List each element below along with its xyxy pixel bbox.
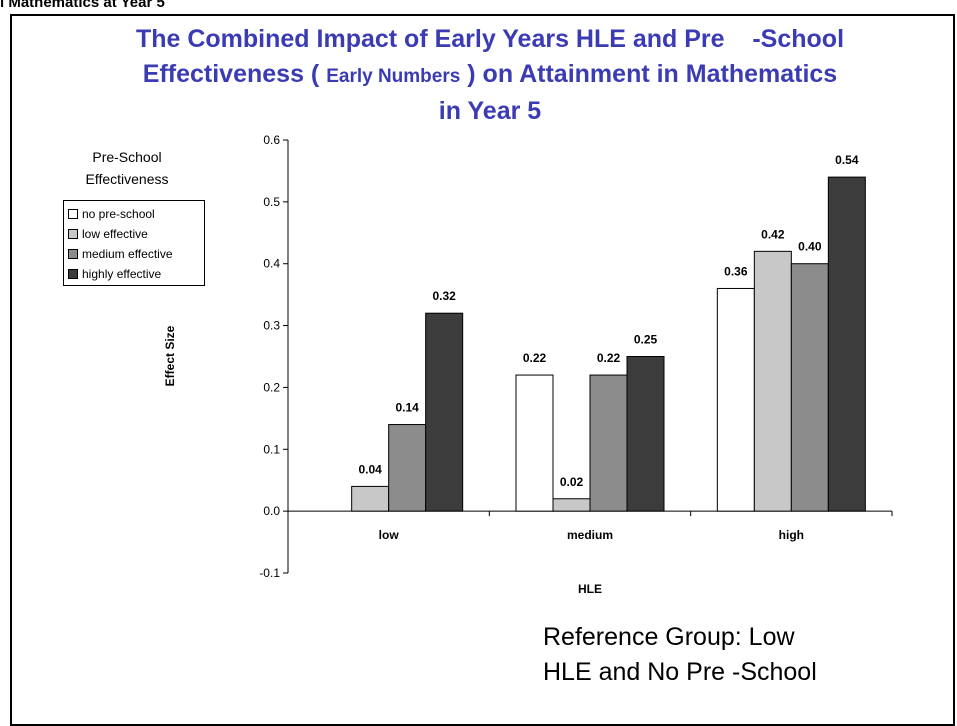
reference-note-line-1: Reference Group: Low: [543, 623, 795, 651]
data-label: 0.04: [358, 462, 382, 476]
legend-title-line-2: Effectiveness: [85, 171, 169, 187]
bar: [552, 498, 591, 512]
x-tick-label: medium: [567, 528, 613, 542]
legend-label: medium effective: [82, 247, 173, 261]
x-tick-label: low: [379, 528, 400, 542]
bar: [827, 176, 866, 512]
bar: [515, 374, 554, 512]
legend-swatch: [68, 209, 78, 219]
legend-item-low-effective: low effective: [68, 224, 204, 244]
legend-swatch: [68, 269, 78, 279]
chart-title-line-2: Effectiveness ( Early Numbers ) on Attai…: [142, 60, 838, 88]
y-tick-label: 0.0: [263, 504, 280, 518]
y-tick-label: 0.5: [263, 195, 280, 209]
chart-title-line-3: in Year 5: [438, 97, 542, 125]
data-label: 0.36: [724, 264, 748, 278]
bar: [425, 312, 464, 512]
data-label: 0.40: [798, 240, 822, 254]
bar: [388, 424, 427, 512]
y-tick-label: 0.3: [263, 319, 280, 333]
top-caption: l Mathematics at Year 5: [0, 0, 165, 11]
legend-label: highly effective: [82, 267, 162, 281]
x-tick-label: high: [779, 528, 804, 542]
data-label: 0.02: [560, 475, 584, 489]
legend-item-medium-effective: medium effective: [68, 244, 204, 264]
data-label: 0.22: [523, 351, 547, 365]
data-label: 0.32: [432, 289, 456, 303]
x-axis-label: HLE: [578, 582, 602, 596]
y-tick-label: 0.2: [263, 380, 280, 394]
reference-note: Reference Group: Low HLE and No Pre -Sch…: [543, 620, 817, 690]
data-label: 0.54: [835, 153, 859, 167]
legend-swatch: [68, 229, 78, 239]
data-label: 0.42: [761, 227, 785, 241]
y-tick-label: -0.1: [259, 566, 280, 580]
bar: [753, 250, 792, 512]
data-label: 0.22: [597, 351, 621, 365]
chart-title-line-1: The Combined Impact of Early Years HLE a…: [135, 25, 845, 53]
y-axis-label: Effect Size: [163, 325, 177, 386]
bar: [716, 287, 755, 512]
legend-swatch: [68, 249, 78, 259]
chart-title: The Combined Impact of Early Years HLE a…: [40, 22, 940, 129]
y-tick-label: 0.1: [263, 442, 280, 456]
legend-label: no pre-school: [82, 207, 155, 221]
legend-item-highly-effective: highly effective: [68, 264, 204, 284]
data-label: 0.25: [634, 333, 658, 347]
bar: [790, 263, 829, 512]
data-label: 0.14: [395, 401, 419, 415]
y-tick-label: 0.6: [263, 133, 280, 147]
legend-label: low effective: [82, 227, 148, 241]
reference-note-line-2: HLE and No Pre -School: [543, 658, 817, 686]
bar: [351, 485, 390, 512]
legend-title: Pre-School Effectiveness: [62, 146, 192, 190]
bar: [626, 356, 665, 512]
legend-item-no-pre-school: no pre-school: [68, 204, 204, 224]
bar: [589, 374, 628, 512]
chart-legend: no pre-school low effective medium effec…: [63, 200, 205, 286]
y-tick-label: 0.4: [263, 257, 280, 271]
legend-title-line-1: Pre-School: [92, 149, 162, 165]
